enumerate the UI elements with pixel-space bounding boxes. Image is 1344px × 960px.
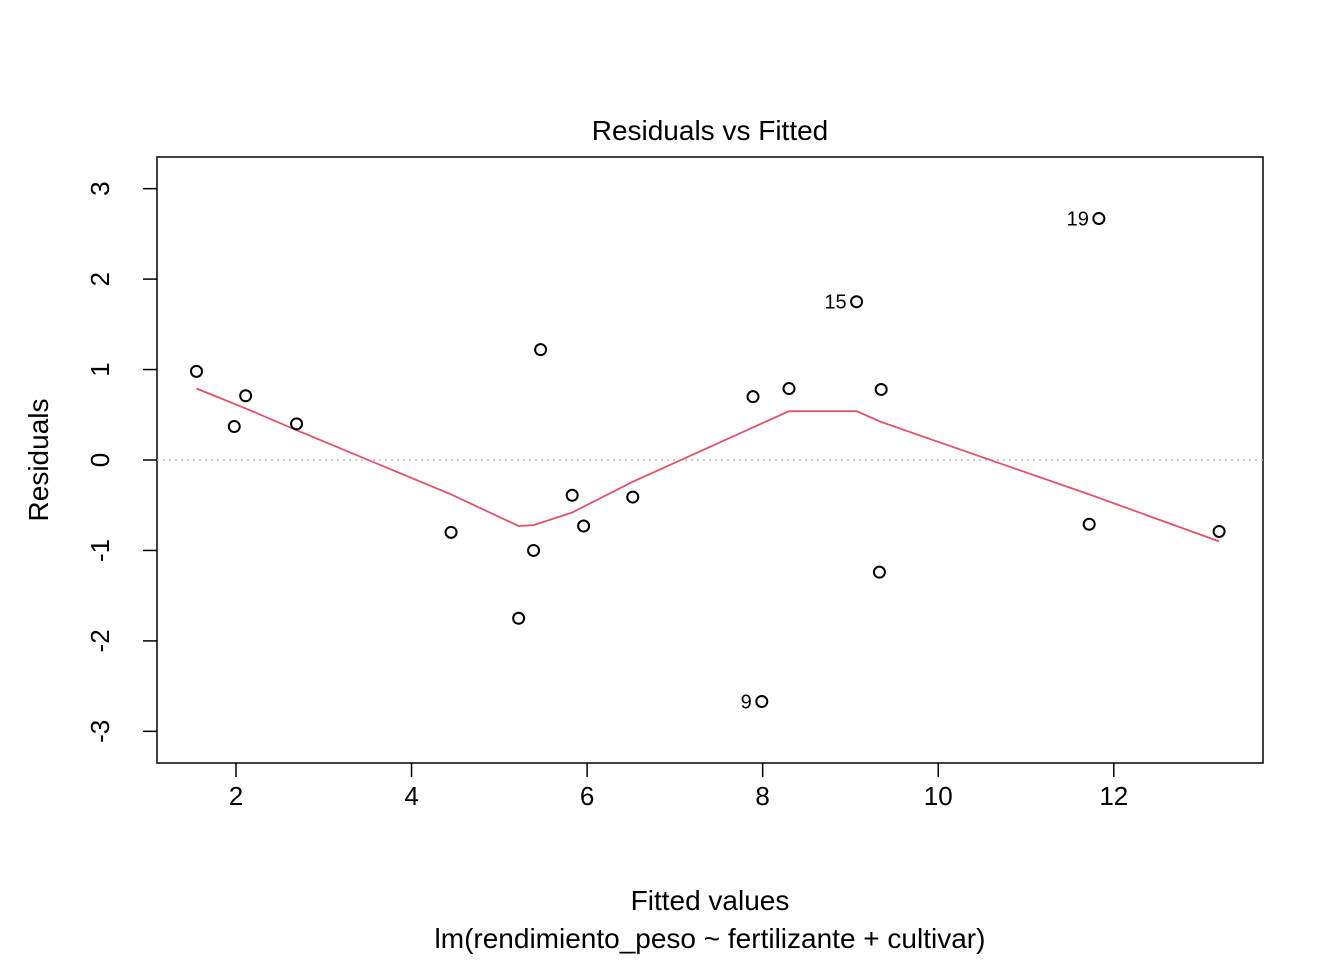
data-point <box>290 417 304 431</box>
point-label: 9 <box>741 691 752 713</box>
x-tick-label: 8 <box>755 781 769 811</box>
data-point <box>534 343 548 357</box>
y-tick-label: 0 <box>85 453 115 467</box>
y-tick-label: -2 <box>85 629 115 652</box>
chart-subtitle: lm(rendimiento_peso ~ fertilizante + cul… <box>435 923 986 954</box>
y-tick-label: -3 <box>85 720 115 743</box>
data-point <box>1092 212 1106 226</box>
data-point <box>527 543 541 557</box>
chart-title: Residuals vs Fitted <box>592 115 829 146</box>
y-tick-label: 3 <box>85 181 115 195</box>
data-point <box>874 382 888 396</box>
x-axis-label: Fitted values <box>631 885 790 916</box>
point-label: 19 <box>1067 209 1089 231</box>
data-point <box>565 488 579 502</box>
data-point <box>755 694 769 708</box>
data-point <box>1082 517 1096 531</box>
smooth-line-layer <box>196 387 1220 543</box>
data-point <box>850 295 864 309</box>
y-tick-label: 1 <box>85 362 115 376</box>
points-layer: 9 15 19 <box>190 209 1226 713</box>
data-point <box>227 420 241 434</box>
data-point <box>577 519 591 533</box>
data-point <box>782 382 796 396</box>
point-label: 15 <box>824 292 846 314</box>
data-point <box>746 390 760 404</box>
x-tick-label: 4 <box>404 781 418 811</box>
y-tick-label: -1 <box>85 539 115 562</box>
data-point <box>239 389 253 403</box>
data-point <box>626 490 640 504</box>
x-tick-label: 2 <box>229 781 243 811</box>
y-tick-label: 2 <box>85 272 115 286</box>
data-point <box>872 565 886 579</box>
data-point <box>512 611 526 625</box>
data-point <box>444 525 458 539</box>
smooth-trend-line <box>196 387 1220 543</box>
y-axis-label: Residuals <box>23 399 54 522</box>
x-tick-label: 12 <box>1099 781 1128 811</box>
x-tick-label: 10 <box>924 781 953 811</box>
data-point <box>190 364 203 378</box>
data-point <box>1212 524 1226 538</box>
x-tick-label: 6 <box>580 781 594 811</box>
